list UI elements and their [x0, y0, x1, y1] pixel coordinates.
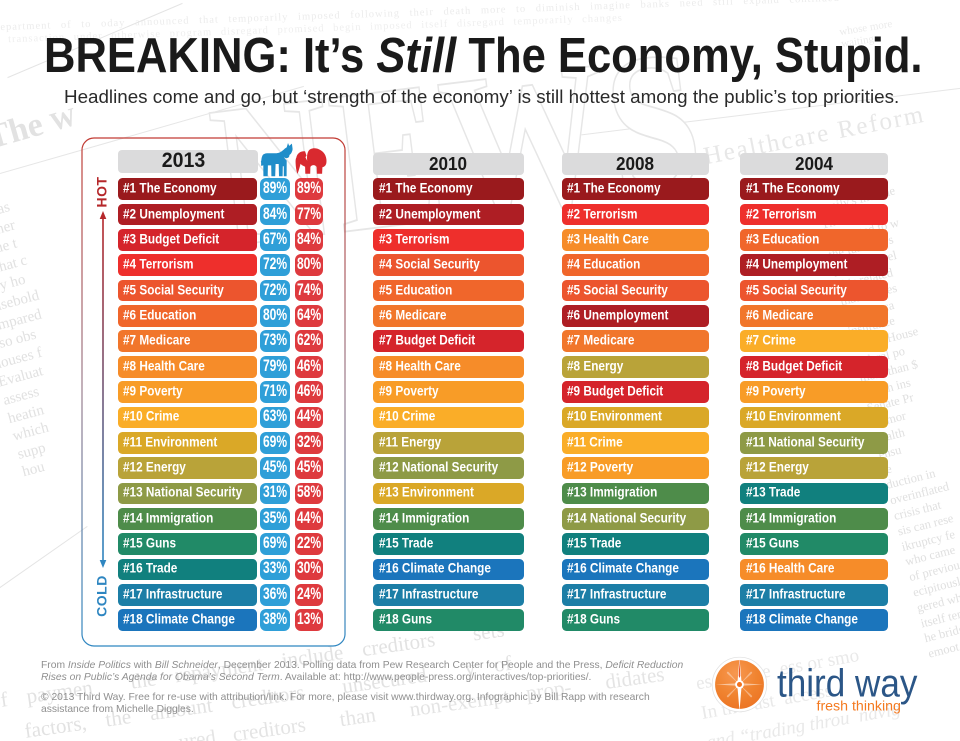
svg-text:third way: third way [777, 661, 918, 705]
svg-text:COLD: COLD [94, 575, 110, 617]
svg-text:HOT: HOT [94, 176, 110, 207]
svg-text:fresh thinking: fresh thinking [817, 699, 901, 715]
